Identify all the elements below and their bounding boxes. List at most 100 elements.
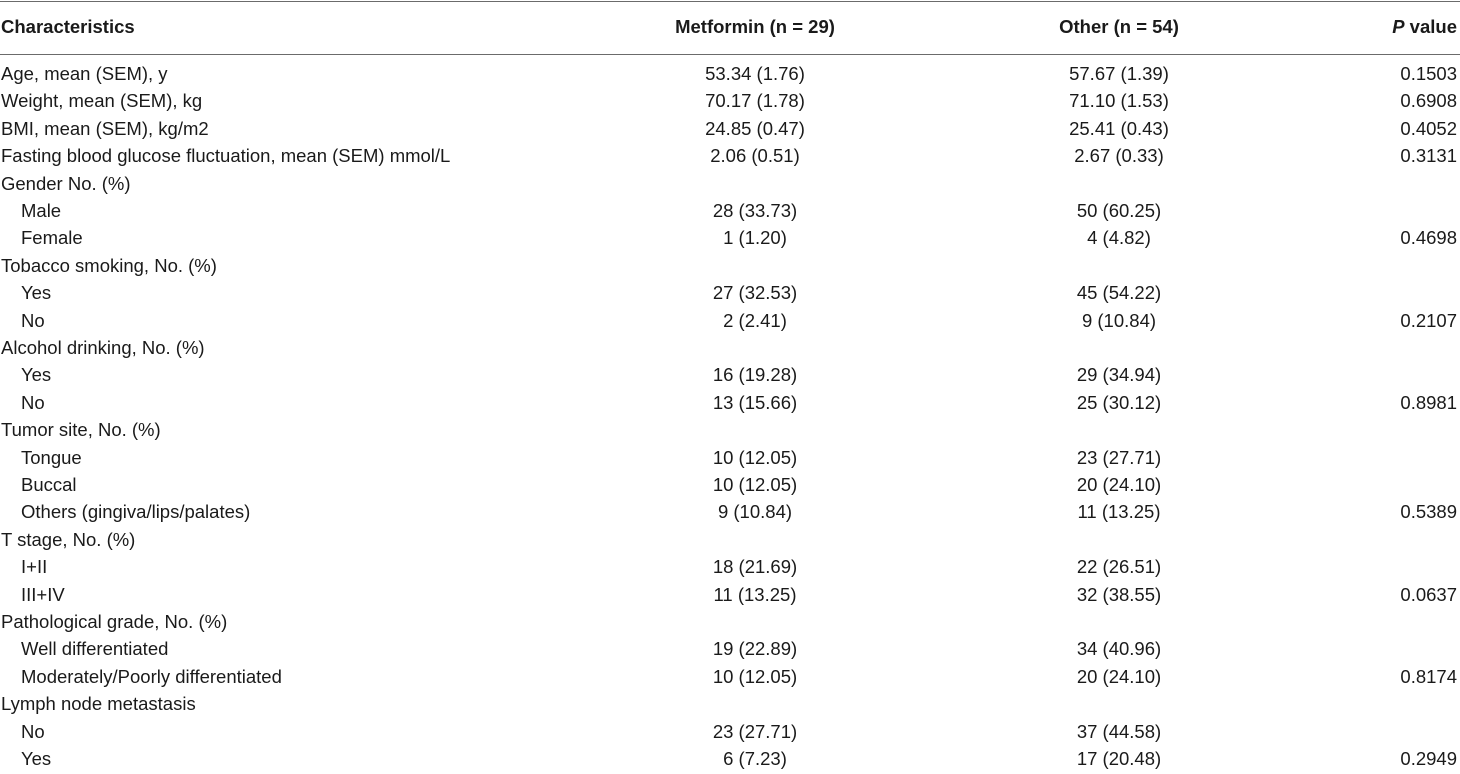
cell-metformin: 70.17 (1.78) [705,90,805,112]
header-metformin: Metformin (n = 29) [675,16,835,37]
table-row: Tongue 10 (12.05) 23 (27.71) [0,444,1460,471]
cell-other: 57.67 (1.39) [1069,63,1169,84]
cell-other: 23 (27.71) [1076,446,1162,468]
table-header-row: Characteristics Metformin (n = 29) Other… [0,12,1460,42]
table-row: III+IV 11 (13.25) 32 (38.55) 0.0637 [0,581,1460,608]
table-row: I+II 18 (21.69) 22 (26.51) [0,553,1460,580]
header-p-letter: P [1392,16,1405,37]
row-label: Others (gingiva/lips/palates) [21,501,251,523]
cell-metformin: 6 (7.23) [723,748,787,769]
row-label: Gender No. (%) [1,172,131,194]
row-label: Moderately/Poorly differentiated [21,665,282,687]
cell-other: 2.67 (0.33) [1074,145,1164,167]
row-label: No [21,720,45,742]
table-row: No 23 (27.71) 37 (44.58) [0,718,1460,745]
table-row: Well differentiated 19 (22.89) 34 (40.96) [0,635,1460,662]
row-label: Tumor site, No. (%) [1,419,161,441]
row-label: Male [21,200,62,221]
cell-other: 50 (60.25) [1076,200,1162,221]
cell-metformin: 11 (13.25) [713,583,797,605]
row-label: Yes [21,282,52,304]
cell-other: 22 (26.51) [1076,556,1162,578]
table-top-rule [0,1,1460,2]
table-row: Tumor site, No. (%) [0,416,1460,443]
row-label: Yes [21,748,52,769]
table-row: Pathological grade, No. (%) [0,608,1460,635]
table-row: Yes 6 (7.23) 17 (20.48) 0.2949 [0,745,1460,772]
cell-metformin: 10 (12.05) [712,446,798,468]
row-label: Weight, mean (SEM), kg [1,90,203,112]
cell-metformin: 16 (19.28) [712,364,798,386]
cell-other: 29 (34.94) [1076,364,1162,386]
row-label: Pathological grade, No. (%) [1,611,228,632]
table-row: T stage, No. (%) [0,526,1460,553]
table-row: Weight, mean (SEM), kg 70.17 (1.78) 71.10 … [0,87,1460,114]
cell-p-value: 0.4052 [1400,117,1457,139]
table-row: Gender No. (%) [0,170,1460,197]
cell-metformin: 10 (12.05) [712,474,798,495]
cell-metformin: 18 (21.69) [712,556,798,578]
cell-p-value: 0.2949 [1400,748,1457,769]
cell-other: 20 (24.10) [1076,474,1162,495]
cell-p-value: 0.1503 [1400,63,1457,84]
cell-other: 4 (4.82) [1087,227,1151,249]
table-row: Female 1 (1.20) 4 (4.82) 0.4698 [0,224,1460,251]
cell-other: 45 (54.22) [1076,282,1162,304]
cell-p-value: 0.2107 [1400,309,1457,331]
table-row: Alcohol drinking, No. (%) [0,334,1460,361]
table-row: Lymph node metastasis [0,690,1460,717]
header-characteristics: Characteristics [1,16,135,37]
row-label: Female [21,227,83,249]
cell-metformin: 24.85 (0.47) [705,117,805,139]
table-row: No 2 (2.41) 9 (10.84) 0.2107 [0,307,1460,334]
row-label: Lymph node metastasis [1,693,196,715]
cell-other: 17 (20.48) [1076,748,1162,769]
cell-p-value: 0.8174 [1400,665,1457,687]
cell-p-value: 0.0637 [1400,583,1457,605]
cell-p-value: 0.6908 [1400,90,1457,112]
header-other: Other (n = 54) [1059,16,1179,37]
cell-metformin: 9 (10.84) [717,501,793,523]
row-label: No [21,391,45,413]
cell-metformin: 19 (22.89) [712,638,798,660]
cell-other: 37 (44.58) [1076,720,1162,742]
table-row: No 13 (15.66) 25 (30.12) 0.8981 [0,389,1460,416]
row-label: T stage, No. (%) [1,528,136,550]
table-row: BMI, mean (SEM), kg/m2 24.85 (0.47) 25.41 … [0,115,1460,142]
cell-metformin: 2.06 (0.51) [710,145,800,167]
cell-metformin: 10 (12.05) [712,665,798,687]
row-label: Well differentiated [21,638,169,660]
cell-other: 34 (40.96) [1076,638,1162,660]
table-row: Age, mean (SEM), y 53.34 (1.76) 57.67 (1.3… [0,60,1460,87]
cell-metformin: 2 (2.41) [723,309,787,331]
table-row: Tobacco smoking, No. (%) [0,252,1460,279]
table-row: Yes 16 (19.28) 29 (34.94) [0,361,1460,388]
table-header-rule [0,54,1460,55]
cell-p-value: 0.5389 [1400,501,1457,523]
table-row: Yes 27 (32.53) 45 (54.22) [0,279,1460,306]
table-row: Fasting blood glucose fluctuation, mean … [0,142,1460,169]
cell-metformin: 27 (32.53) [712,282,798,304]
cell-p-value: 0.8981 [1400,391,1457,413]
table-row: Male 28 (33.73) 50 (60.25) [0,197,1460,224]
cell-metformin: 28 (33.73) [712,200,798,221]
header-p-rest: value [1404,16,1457,37]
row-label: BMI, mean (SEM), kg/m2 [1,117,209,139]
row-label: Tongue [21,446,82,468]
row-label: Alcohol drinking, No. (%) [1,337,205,358]
cell-metformin: 53.34 (1.76) [705,63,805,84]
cell-other: 32 (38.55) [1076,583,1162,605]
cell-other: 71.10 (1.53) [1069,90,1169,112]
cell-other: 25.41 (0.43) [1069,117,1169,139]
row-label: No [21,309,45,331]
row-label: Buccal [21,474,77,495]
row-label: Age, mean (SEM), y [1,63,168,84]
cell-metformin: 1 (1.20) [723,227,787,249]
header-p-value: P value [1392,12,1457,42]
cell-other: 9 (10.84) [1081,309,1157,331]
cell-metformin: 23 (27.71) [712,720,798,742]
cell-p-value: 0.3131 [1400,145,1457,167]
table-row: Others (gingiva/lips/palates) 9 (10.84) 11… [0,498,1460,525]
row-label: I+II [21,556,48,578]
